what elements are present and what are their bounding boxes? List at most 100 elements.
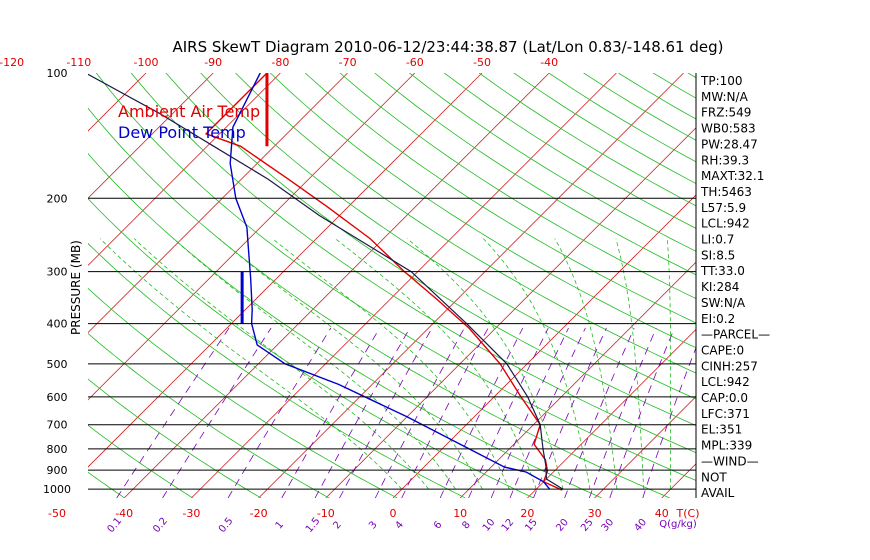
mixing-ratio-tick-label: 20	[554, 517, 571, 534]
top-temperature-tick-label: -70	[339, 56, 357, 69]
mixing-ratio-tick-label: 10	[481, 517, 498, 534]
pressure-tick-label: 900	[47, 464, 68, 477]
moist-adiabat-line	[272, 238, 510, 490]
pressure-tick-label: 500	[47, 358, 68, 371]
bottom-temperature-tick-label: -50	[48, 507, 66, 520]
stability-index-label: —WIND—	[701, 454, 759, 468]
dry-adiabat-line	[88, 378, 262, 498]
temperature-unit-label: T(C)	[676, 507, 700, 520]
isotherm-line	[88, 73, 348, 334]
isotherm-line	[88, 73, 483, 468]
stability-index-label: CINH:257	[701, 359, 758, 373]
mixing-ratio-line	[564, 327, 635, 498]
moist-adiabat-line	[334, 238, 537, 490]
mixing-ratio-line	[642, 346, 696, 498]
stability-index-label: —PARCEL—	[701, 328, 770, 342]
stability-index-label: CAPE:0	[701, 343, 744, 357]
mixing-ratio-line	[227, 327, 332, 498]
pressure-tick-label: 400	[47, 318, 68, 331]
dry-adiabat-line	[88, 471, 125, 498]
dry-adiabat-line	[88, 287, 398, 498]
mixing-ratio-line	[281, 327, 381, 498]
isotherm-line	[191, 73, 617, 498]
isotherm-line	[796, 73, 870, 498]
top-temperature-tick-label: -50	[473, 56, 491, 69]
dry-adiabat-line	[130, 73, 696, 454]
mixing-ratio-tick-label: 30	[600, 517, 617, 534]
stability-index-label: MPL:339	[701, 439, 752, 453]
dry-adiabat-line	[235, 73, 696, 374]
mixing-ratio-tick-label: 0.2	[151, 516, 170, 535]
stability-index-label: TT:33.0	[700, 264, 745, 278]
dew-point-temp-line	[229, 73, 551, 490]
top-temperature-tick-label: -80	[271, 56, 289, 69]
bottom-temperature-tick-label: -40	[115, 507, 133, 520]
isotherm-line	[594, 396, 696, 498]
dry-adiabat-line	[758, 73, 870, 498]
mixing-ratio-unit-label: Q(g/kg)	[659, 519, 697, 530]
mixing-ratio-line	[314, 327, 411, 498]
stability-index-label: LCL:942	[701, 375, 750, 389]
pressure-tick-label: 700	[47, 419, 68, 432]
top-temperature-tick-label: -40	[540, 56, 558, 69]
stability-index-label: MAXT:32.1	[701, 169, 764, 183]
stability-index-label: SW:N/A	[701, 296, 746, 310]
dry-adiabat-line	[88, 424, 194, 498]
isotherm-line	[392, 194, 696, 498]
legend-dew-point-temp: Dew Point Temp	[118, 123, 246, 142]
isotherm-line	[527, 328, 696, 498]
stability-index-label: SI:8.5	[701, 248, 735, 262]
top-temperature-tick-label: -100	[134, 56, 159, 69]
stability-index-label: CAP:0.0	[701, 391, 748, 405]
dry-adiabat-line	[88, 198, 534, 498]
bottom-temperature-tick-label: 20	[520, 507, 534, 520]
stability-index-label: MW:N/A	[701, 90, 749, 104]
dry-adiabat-line	[444, 73, 696, 229]
dry-adiabat-line	[409, 73, 696, 252]
moist-adiabat-line	[483, 238, 591, 490]
isotherm-line	[0, 73, 12, 498]
bottom-temperature-tick-label: 0	[390, 507, 397, 520]
isotherm-line	[0, 73, 79, 498]
pressure-tick-label: 200	[47, 192, 68, 205]
pressure-tick-label: 800	[47, 443, 68, 456]
stability-index-label: TP:100	[700, 74, 743, 88]
dry-adiabat-line	[88, 153, 602, 498]
isotherm-line	[123, 73, 550, 498]
mixing-ratio-line	[162, 327, 272, 498]
legend-ambient-air-temp: Ambient Air Temp	[118, 102, 260, 121]
dry-adiabat-line	[304, 73, 696, 324]
stability-index-label: TH:5463	[700, 185, 752, 199]
y-axis-label: PRESSURE (MB)	[69, 240, 83, 335]
dry-adiabat-line	[792, 73, 870, 498]
moist-adiabat-line	[218, 238, 483, 490]
pressure-tick-label: 600	[47, 391, 68, 404]
mixing-ratio-line	[588, 327, 657, 498]
moist-adiabat-line	[554, 238, 618, 490]
dry-adiabat-line	[88, 332, 330, 498]
bottom-temperature-tick-label: 40	[655, 507, 669, 520]
isotherm-line	[88, 73, 214, 199]
ambient-air-temp-line	[204, 73, 563, 491]
mixing-ratio-tick-label: 4	[394, 519, 407, 531]
stability-index-label: LCL:942	[701, 217, 750, 231]
stability-index-label: LFC:371	[701, 407, 750, 421]
moist-adiabat-line	[615, 238, 645, 490]
chart-title: AIRS SkewT Diagram 2010-06-12/23:44:38.8…	[172, 38, 723, 56]
dry-adiabat-line	[652, 73, 696, 99]
isotherm-line	[661, 463, 696, 498]
moist-adiabat-line	[407, 238, 564, 490]
dry-adiabat-line	[270, 73, 696, 349]
stability-index-label: PW:28.47	[701, 137, 758, 151]
stability-index-label: EI:0.2	[701, 312, 735, 326]
pressure-tick-label: 1000	[43, 483, 71, 496]
bottom-temperature-tick-label: -20	[250, 507, 268, 520]
stability-index-label: NOT	[701, 470, 727, 484]
mixing-ratio-line	[490, 327, 569, 498]
mixing-ratio-line	[339, 327, 433, 498]
dry-adiabat-line	[513, 73, 696, 185]
mixing-ratio-line	[116, 327, 230, 498]
stability-index-label: WB0:583	[701, 122, 756, 136]
dry-adiabat-line	[88, 242, 466, 498]
